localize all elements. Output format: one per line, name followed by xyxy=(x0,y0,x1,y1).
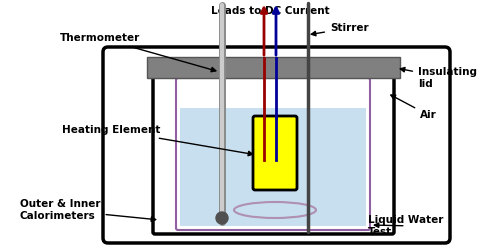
Text: Thermometer: Thermometer xyxy=(60,33,216,72)
Text: Air: Air xyxy=(391,95,437,120)
Text: Insulating
lid: Insulating lid xyxy=(400,67,477,89)
Text: Stirrer: Stirrer xyxy=(312,23,368,36)
Bar xyxy=(147,57,400,78)
Text: Heating Element: Heating Element xyxy=(62,125,252,156)
Bar xyxy=(180,108,366,226)
Text: Outer & Inner
Calorimeters: Outer & Inner Calorimeters xyxy=(20,199,156,221)
FancyBboxPatch shape xyxy=(153,61,394,234)
Circle shape xyxy=(216,212,228,224)
Ellipse shape xyxy=(234,202,316,218)
FancyBboxPatch shape xyxy=(253,116,297,190)
Text: Liquid Water
Test: Liquid Water Test xyxy=(368,215,444,236)
Text: Leads to DC Current: Leads to DC Current xyxy=(210,6,330,16)
FancyBboxPatch shape xyxy=(103,47,450,243)
